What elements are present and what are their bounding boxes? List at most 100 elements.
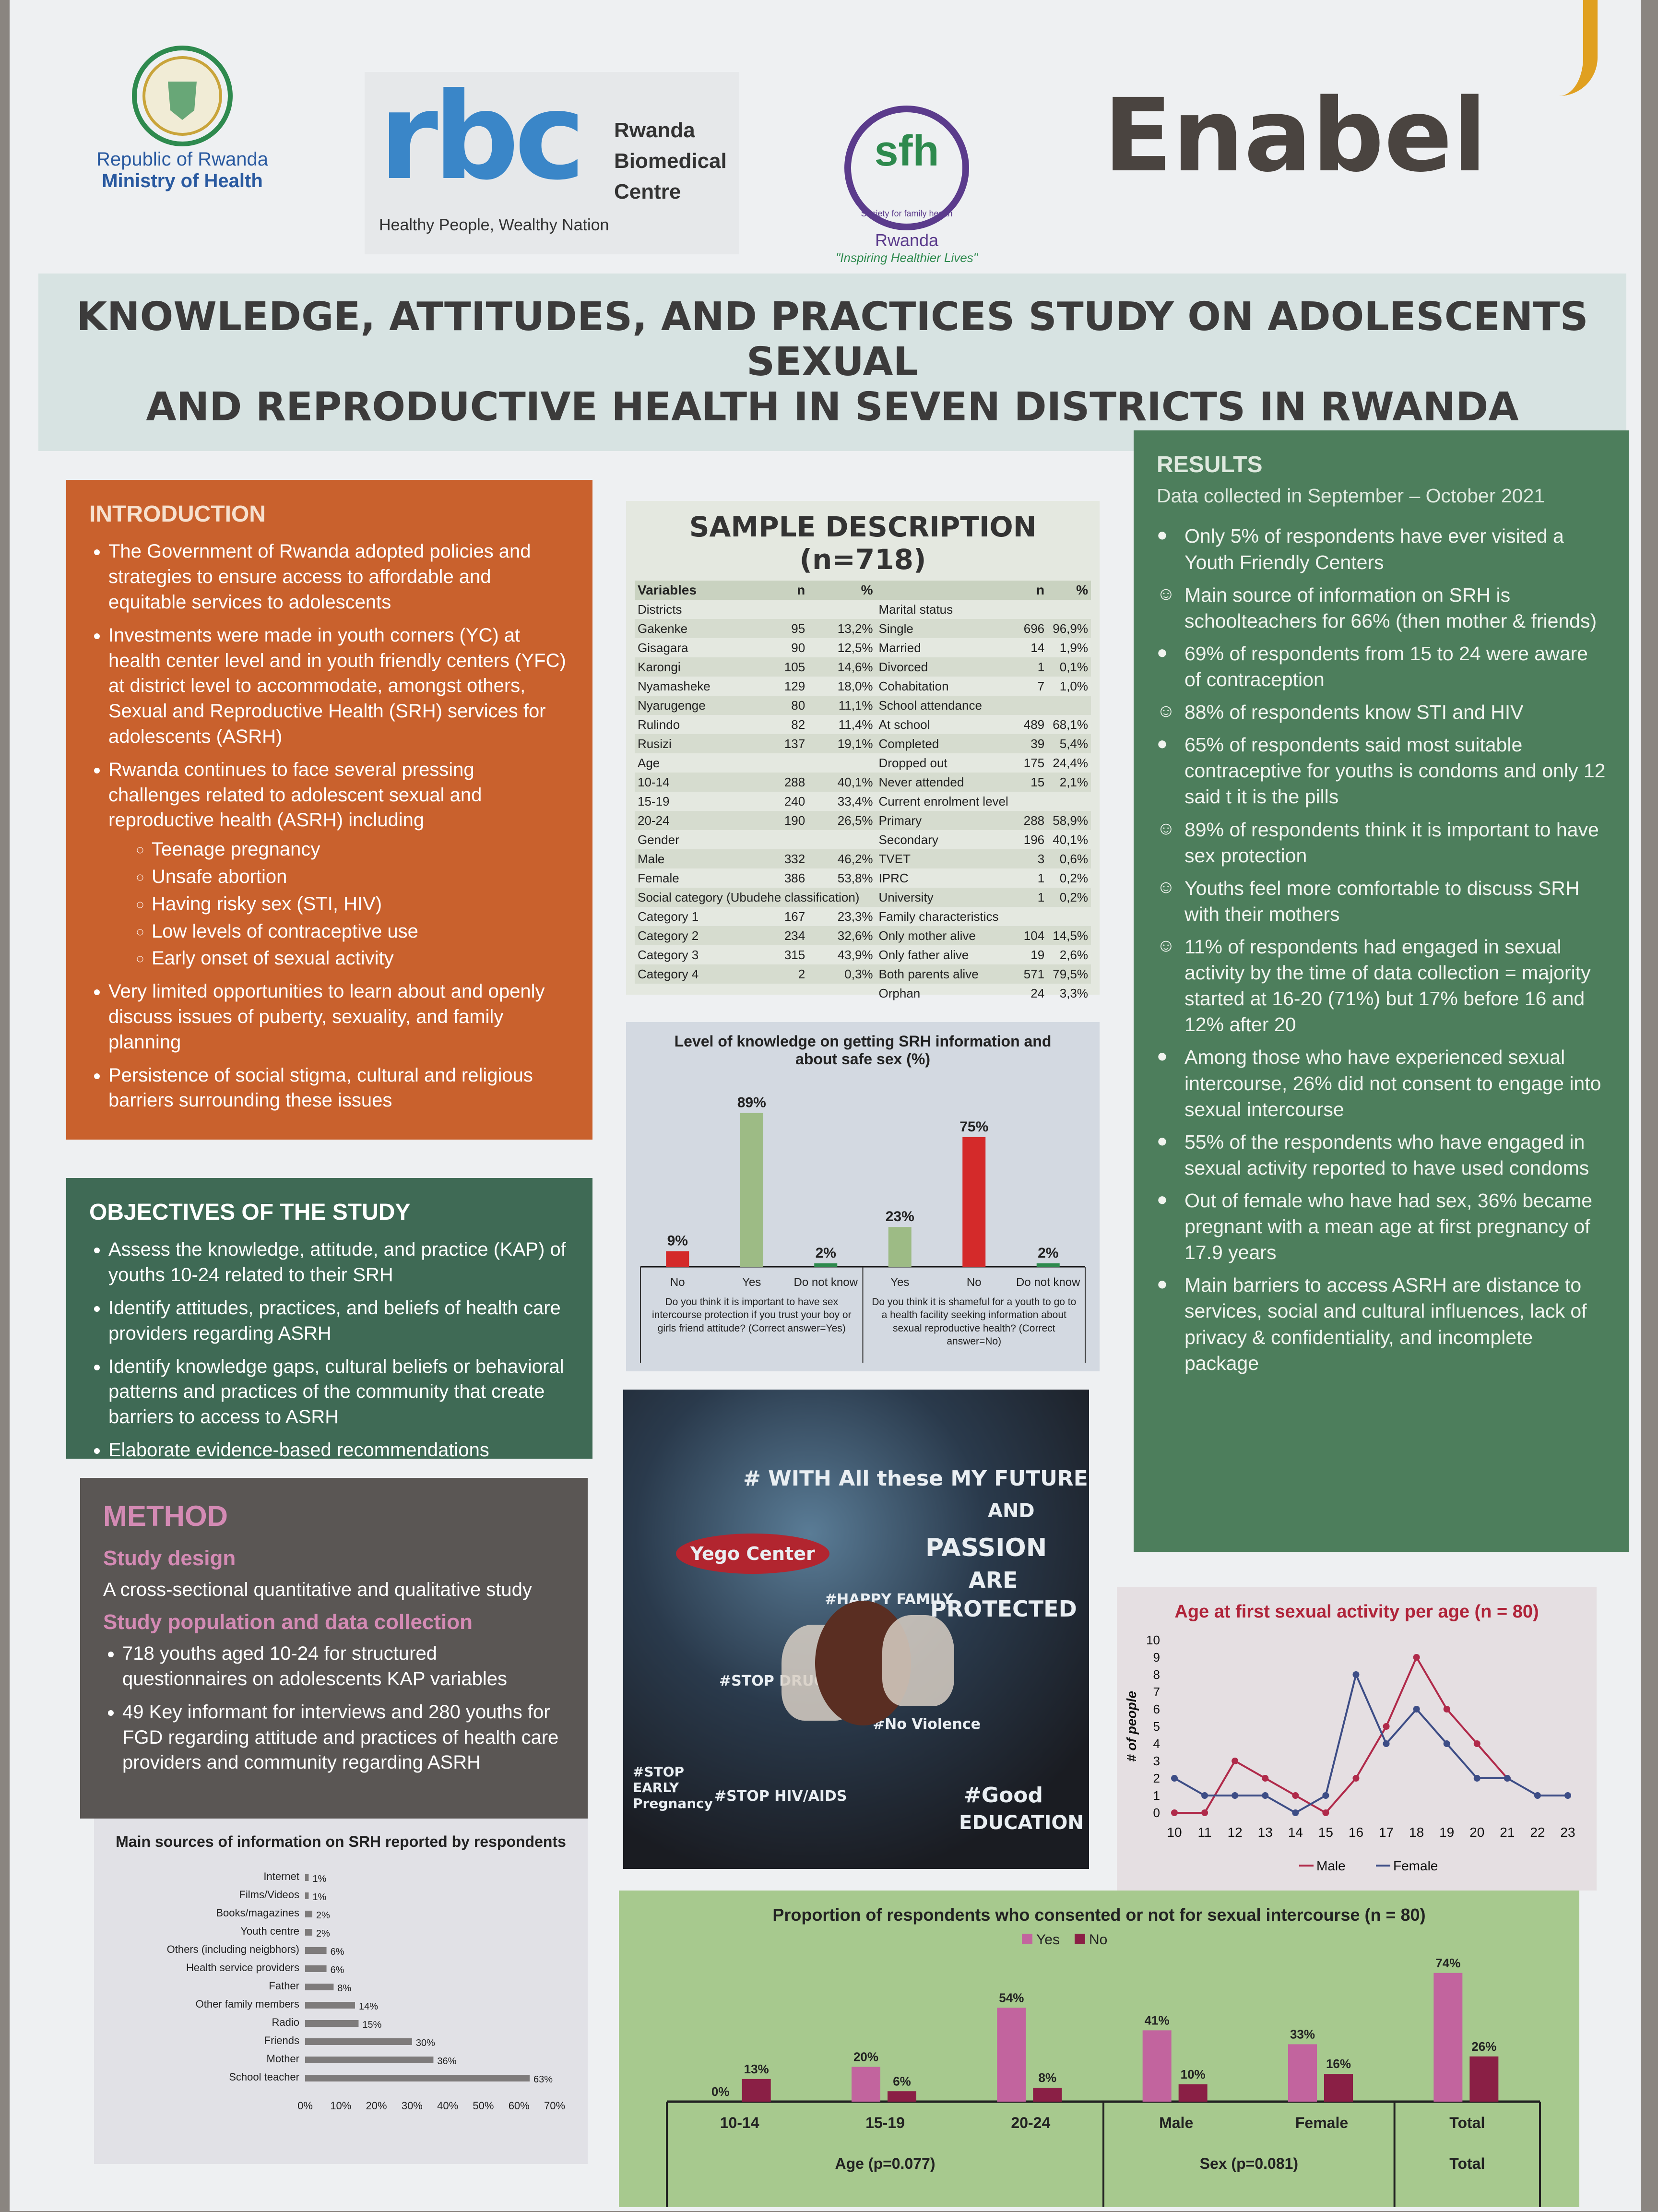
painting-text: PASSION [925,1534,1047,1562]
group-label: Total [1449,2155,1485,2172]
sample-cell: 1,0% [1059,678,1088,693]
painting-text: Yego Center [676,1534,829,1574]
data-point [1383,1723,1390,1730]
sample-row: Karongi 105 14,6% Divorced 1 0,1% [635,657,1091,677]
smiley-icon: ☺ [1157,818,1175,839]
legend-label: No [1089,1932,1107,1948]
rbc-name-2: Biomedical [614,149,727,173]
bar-yes [1288,2044,1317,2102]
bar [305,1874,309,1881]
painting-text: #Good [964,1783,1043,1808]
result-text: 65% of respondents said most suitable co… [1184,734,1606,808]
data-label: 6% [893,2074,911,2088]
data-label: 6% [331,1947,344,1957]
sample-cell: 14,5% [1047,926,1091,945]
challenge-item: Teenage pregnancy [152,837,569,862]
x-tick-label: 11 [1198,1825,1212,1840]
data-label: 8% [337,1983,351,1994]
sample-row: Orphan 24 3,3% [635,984,1091,1003]
data-label: 30% [416,2038,435,2048]
data-label: 23% [886,1209,914,1225]
category-label: Do not know [794,1276,858,1289]
data-label: 8% [1039,2070,1057,2085]
sfh-mark: sfh [874,127,939,175]
objective-item: Identify attitudes, practices, and belie… [108,1296,569,1346]
sample-cell: Nyarugenge [635,696,764,715]
sample-row: 20-24 190 26,5% Primary 288 58,9% [635,811,1091,830]
consent-chart-plot: Yes No 0% 13% 10-14 20% 6% 15-19 54% 8% 20-24 41% 10… [666,1932,1541,2207]
sample-cell: 12,5% [837,640,873,655]
sample-cell: Districts [638,602,682,617]
intro-bullet-text: Rwanda continues to face several pressin… [108,759,482,831]
x-tick-label: 21 [1500,1825,1515,1840]
results-panel: RESULTS Data collected in September – Oc… [1134,430,1629,1552]
ministry-logo: Republic of Rwanda Ministry of Health [82,43,283,216]
y-tick-label: 2 [1153,1771,1160,1785]
data-point [1201,1792,1208,1799]
x-tick-label: 19 [1439,1825,1454,1840]
bar-no [742,2079,771,2102]
sample-cell: 3,3% [1059,986,1088,1000]
sample-cell: 105 [764,657,808,677]
data-point [1564,1792,1571,1799]
category-label: No [670,1276,685,1289]
data-label: 89% [737,1095,766,1111]
data-label: 33% [1290,2027,1315,2041]
data-label: 15% [362,2020,381,2030]
category-label: 15-19 [865,2114,905,2131]
challenge-item: Low levels of contraceptive use [152,919,569,944]
bomb-icon: ● [1157,1130,1168,1151]
data-label: 74% [1435,1956,1460,1970]
sample-cell: 0,6% [1047,849,1091,868]
x-tick-label: 13 [1258,1825,1273,1840]
sample-cell: 129 [784,678,805,693]
data-label: 36% [437,2056,456,2067]
x-tick-label: 17 [1379,1825,1394,1840]
knowledge-chart-title: Level of knowledge on getting SRH inform… [674,1033,1052,1068]
bar [666,1251,689,1267]
sample-cell: 2,1% [1047,773,1091,792]
y-tick-label: 10 [1146,1633,1160,1647]
knowledge-chart: Level of knowledge on getting SRH inform… [626,1022,1100,1371]
sample-cell: 82 [791,717,805,732]
bar [305,1965,327,1972]
sample-cell: Current enrolment level [878,794,1008,809]
category-label: Health service providers [186,1962,299,1974]
sample-cell: Divorced [876,657,1019,677]
sample-cell: 26,5% [808,811,876,830]
y-tick-label: 0 [1153,1806,1160,1820]
sample-row: Male 332 46,2% TVET 3 0,6% [635,849,1091,868]
result-item: ● Among those who have experienced sexual… [1157,1044,1606,1122]
category-label: Internet [263,1870,299,1882]
sample-cell: 196 [1023,832,1045,847]
bar [305,1984,334,1990]
bomb-icon: ● [1157,525,1168,546]
sample-cell: 288 [1019,811,1048,830]
result-item: ☺ Youths feel more comfortable to discuss… [1157,875,1606,927]
x-tick-label: 20% [366,2100,387,2112]
sample-cell: TVET [876,849,1019,868]
sample-cell: 11,4% [838,717,873,732]
enabel-swoosh-icon [1530,0,1598,96]
bar [1036,1263,1060,1267]
introduction-list: The Government of Rwanda adopted policie… [89,539,569,1113]
sample-cell: 23,3% [837,909,873,924]
data-label: 13% [744,2062,769,2076]
data-point [1383,1740,1390,1747]
legend-label: Male [1316,1858,1346,1873]
painting-text: #STOP HIV/AIDS [714,1788,847,1805]
data-label: 2% [1038,1245,1058,1261]
bar [305,2038,412,2045]
sample-cell: 68,1% [1053,717,1088,732]
painting-text: PROTECTED [930,1596,1077,1622]
sample-heading: SAMPLE DESCRIPTION (n=718) [689,511,1037,576]
category-label: Yes [890,1276,909,1289]
bar [740,1113,763,1267]
sample-cell: IPRC [878,870,909,885]
result-text: 11% of respondents had engaged in sexual… [1184,936,1591,1036]
objectives-heading: OBJECTIVES OF THE STUDY [89,1200,411,1225]
bar-yes [1142,2030,1172,2102]
x-tick-label: 10% [330,2100,351,2112]
challenges-list: Teenage pregnancy Unsafe abortion Having… [108,837,569,971]
y-tick-label: 7 [1153,1685,1160,1699]
